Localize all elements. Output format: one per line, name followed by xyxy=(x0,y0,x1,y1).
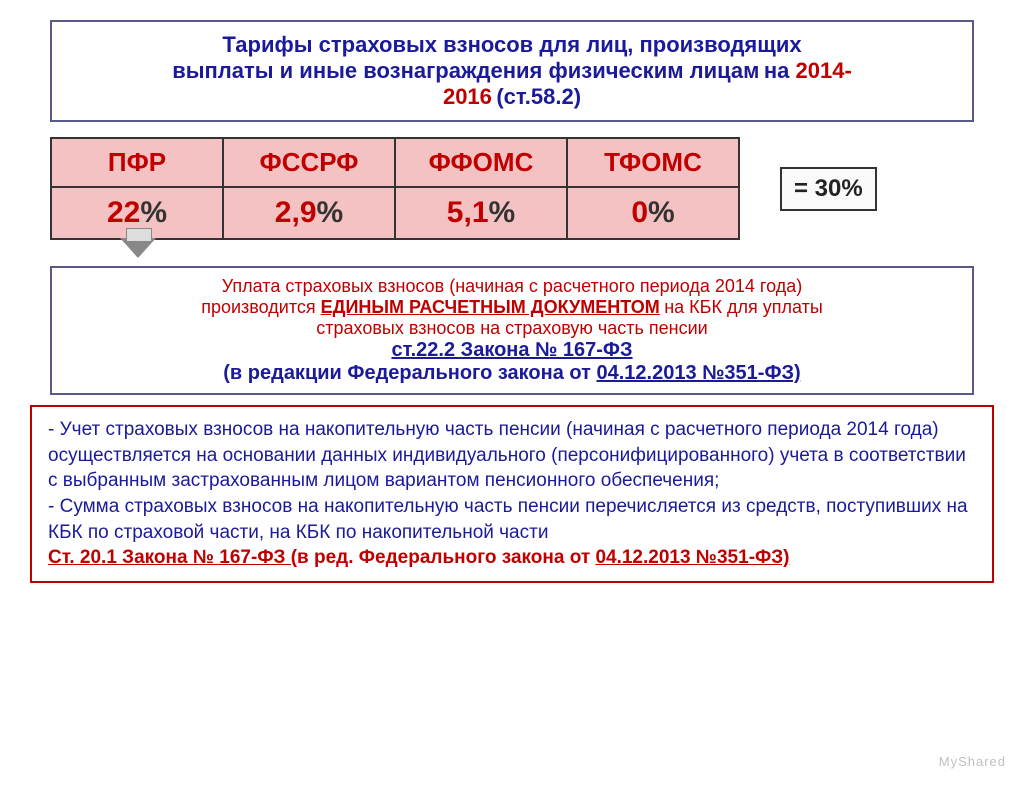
val-tfoms: 0% xyxy=(567,187,739,239)
middle-box: Уплата страховых взносов (начиная с расч… xyxy=(50,266,974,395)
down-arrow-icon xyxy=(120,238,156,258)
mid-l4: ст.22.2 Закона № 167-ФЗ xyxy=(70,339,954,362)
val-fssrf: 2,9% xyxy=(223,187,395,239)
title-line3a: 2016 xyxy=(443,84,492,109)
mid-l3: страховых взносов на страховую часть пен… xyxy=(70,318,954,339)
bottom-box: - Учет страховых взносов на накопительну… xyxy=(30,405,994,583)
hdr-pfr: ПФР xyxy=(51,138,223,187)
mid-l2: производится ЕДИНЫМ РАСЧЕТНЫМ ДОКУМЕНТОМ… xyxy=(70,297,954,318)
title-line1: Тарифы страховых взносов для лиц, произв… xyxy=(222,32,801,57)
val-ffoms: 5,1% xyxy=(395,187,567,239)
table-header-row: ПФР ФССРФ ФФОМС ТФОМС xyxy=(51,138,739,187)
hdr-tfoms: ТФОМС xyxy=(567,138,739,187)
rates-row: ПФР ФССРФ ФФОМС ТФОМС 22% 2,9% 5,1% 0% =… xyxy=(50,137,974,240)
bottom-p1: - Учет страховых взносов на накопительну… xyxy=(48,417,976,494)
title-year: 2014- xyxy=(796,58,852,83)
title-box: Тарифы страховых взносов для лиц, произв… xyxy=(50,20,974,122)
rates-table: ПФР ФССРФ ФФОМС ТФОМС 22% 2,9% 5,1% 0% xyxy=(50,137,740,240)
mid-l1: Уплата страховых взносов (начиная с расч… xyxy=(70,276,954,297)
hdr-fssrf: ФССРФ xyxy=(223,138,395,187)
mid-l5: (в редакции Федерального закона от 04.12… xyxy=(70,362,954,385)
title-line3b: (ст.58.2) xyxy=(496,84,581,109)
hdr-ffoms: ФФОМС xyxy=(395,138,567,187)
title-line2b: на xyxy=(764,58,796,83)
table-value-row: 22% 2,9% 5,1% 0% xyxy=(51,187,739,239)
bottom-p2: - Сумма страховых взносов на накопительн… xyxy=(48,494,976,545)
title-line2a: выплаты и иные вознаграждения физическим… xyxy=(172,58,759,83)
total-box: = 30% xyxy=(780,167,877,211)
bottom-cite: Ст. 20.1 Закона № 167-ФЗ (в ред. Федерал… xyxy=(48,545,976,571)
